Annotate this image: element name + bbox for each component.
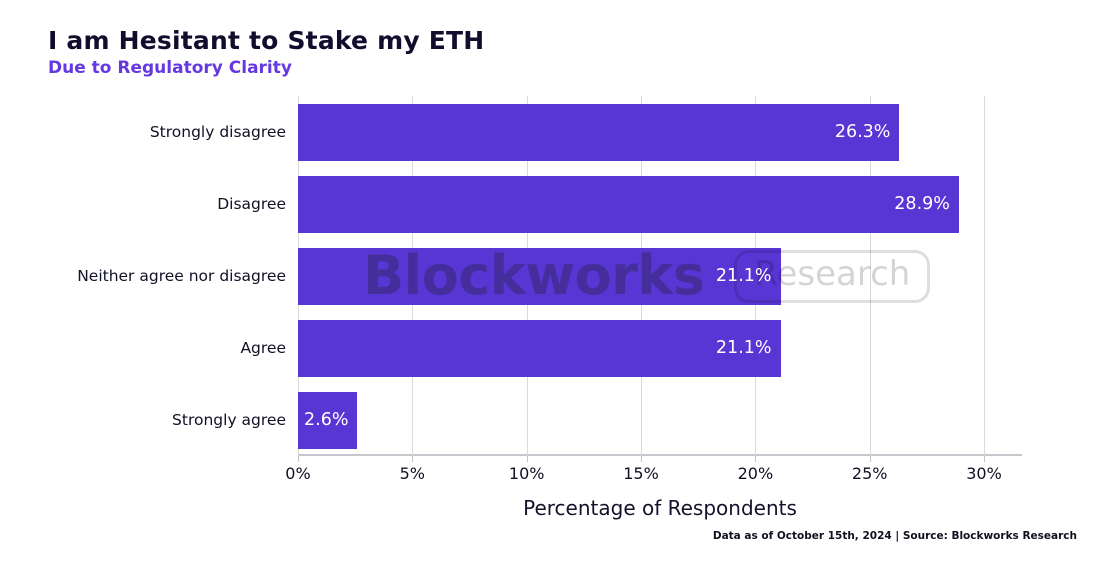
- x-tick-label-30%: 30%: [966, 464, 1002, 483]
- x-tick-label-25%: 25%: [851, 464, 888, 483]
- bar-value-label-strongly-agree: 2.6%: [304, 409, 349, 430]
- bar-value-label-neither-agree-nor-disagree: 21.1%: [715, 265, 772, 286]
- tick-mark-0%: [298, 456, 299, 462]
- source-note: Data as of October 15th, 2024 | Source: …: [712, 530, 1077, 542]
- y-axis-category-labels: Strongly disagree Disagree Neither agree n…: [0, 96, 292, 456]
- chart-title: I am Hesitant to Stake my ETH: [48, 26, 485, 55]
- x-tick-label-15%: 15%: [623, 464, 659, 483]
- x-tick-label-5%: 5%: [399, 464, 426, 483]
- category-label-strongly-disagree: Strongly disagree: [149, 123, 286, 141]
- tick-mark-15%: [641, 456, 643, 462]
- plot-area: 26.3% 28.9% 21.1% 21.1% 2.6%: [298, 96, 1022, 462]
- bar-value-label-disagree: 28.9%: [894, 193, 950, 214]
- tick-mark-30%: [984, 456, 986, 462]
- x-axis-title: Percentage of Respondents: [523, 496, 797, 520]
- x-tick-label-10%: 10%: [508, 464, 545, 483]
- tick-mark-5%: [412, 456, 414, 462]
- x-tick-label-20%: 20%: [737, 464, 774, 483]
- category-label-agree: Agree: [240, 339, 286, 357]
- category-label-disagree: Disagree: [217, 195, 286, 213]
- category-label-neither-agree-nor-disagree: Neither agree nor disagree: [77, 267, 286, 285]
- chart-subtitle: Due to Regulatory Clarity: [48, 58, 292, 78]
- bar-strongly-disagree: [298, 103, 900, 161]
- bar-disagree: [298, 175, 959, 233]
- tick-mark-10%: [526, 456, 528, 462]
- gridline-30%: [984, 96, 986, 456]
- bar-agree: [298, 319, 781, 377]
- tick-mark-25%: [869, 456, 871, 462]
- bar-value-label-strongly-disagree: 26.3%: [834, 121, 891, 142]
- gridline-25%: [869, 96, 871, 456]
- x-tick-label-0%: 0%: [285, 464, 311, 483]
- category-label-strongly-agree: Strongly agree: [172, 411, 286, 429]
- tick-mark-20%: [755, 456, 757, 462]
- bar-value-label-agree: 21.1%: [715, 337, 772, 358]
- bar-neither-agree-nor-disagree: [298, 247, 781, 305]
- bar-strongly-agree: [298, 391, 358, 449]
